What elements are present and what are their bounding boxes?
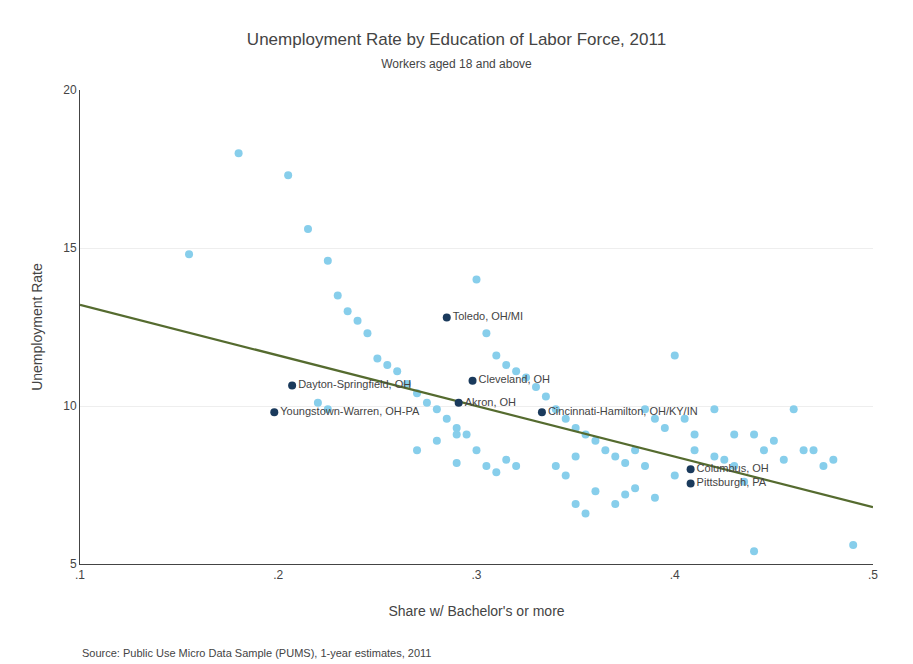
svg-text:Youngstown-Warren, OH-PA: Youngstown-Warren, OH-PA <box>280 405 420 417</box>
svg-text:Workers aged 18 and above: Workers aged 18 and above <box>381 57 532 71</box>
svg-text:Akron, OH: Akron, OH <box>465 396 516 408</box>
svg-text:Toledo, OH/MI: Toledo, OH/MI <box>453 310 523 322</box>
svg-text:Columbus, OH: Columbus, OH <box>697 462 769 474</box>
svg-text:.2: .2 <box>273 568 283 582</box>
svg-text:20: 20 <box>63 83 77 97</box>
svg-text:Unemployment Rate by Education: Unemployment Rate by Education of Labor … <box>247 30 666 49</box>
svg-text:.3: .3 <box>471 568 481 582</box>
svg-text:Share w/ Bachelor's or more: Share w/ Bachelor's or more <box>388 603 564 619</box>
svg-text:10: 10 <box>63 399 77 413</box>
svg-text:.1: .1 <box>75 568 85 582</box>
svg-text:.4: .4 <box>670 568 680 582</box>
svg-text:Cincinnati-Hamilton, OH/KY/IN: Cincinnati-Hamilton, OH/KY/IN <box>548 405 698 417</box>
svg-text:Dayton-Springfield, OH: Dayton-Springfield, OH <box>298 378 411 390</box>
svg-text:.5: .5 <box>868 568 878 582</box>
svg-text:Pittsburgh, PA: Pittsburgh, PA <box>697 476 767 488</box>
svg-text:Unemployment Rate: Unemployment Rate <box>29 263 45 391</box>
svg-text:Source: Public Use Micro Data: Source: Public Use Micro Data Sample (PU… <box>82 647 431 659</box>
svg-text:5: 5 <box>70 557 77 571</box>
svg-text:Cleveland, OH: Cleveland, OH <box>479 373 551 385</box>
svg-text:15: 15 <box>63 241 77 255</box>
